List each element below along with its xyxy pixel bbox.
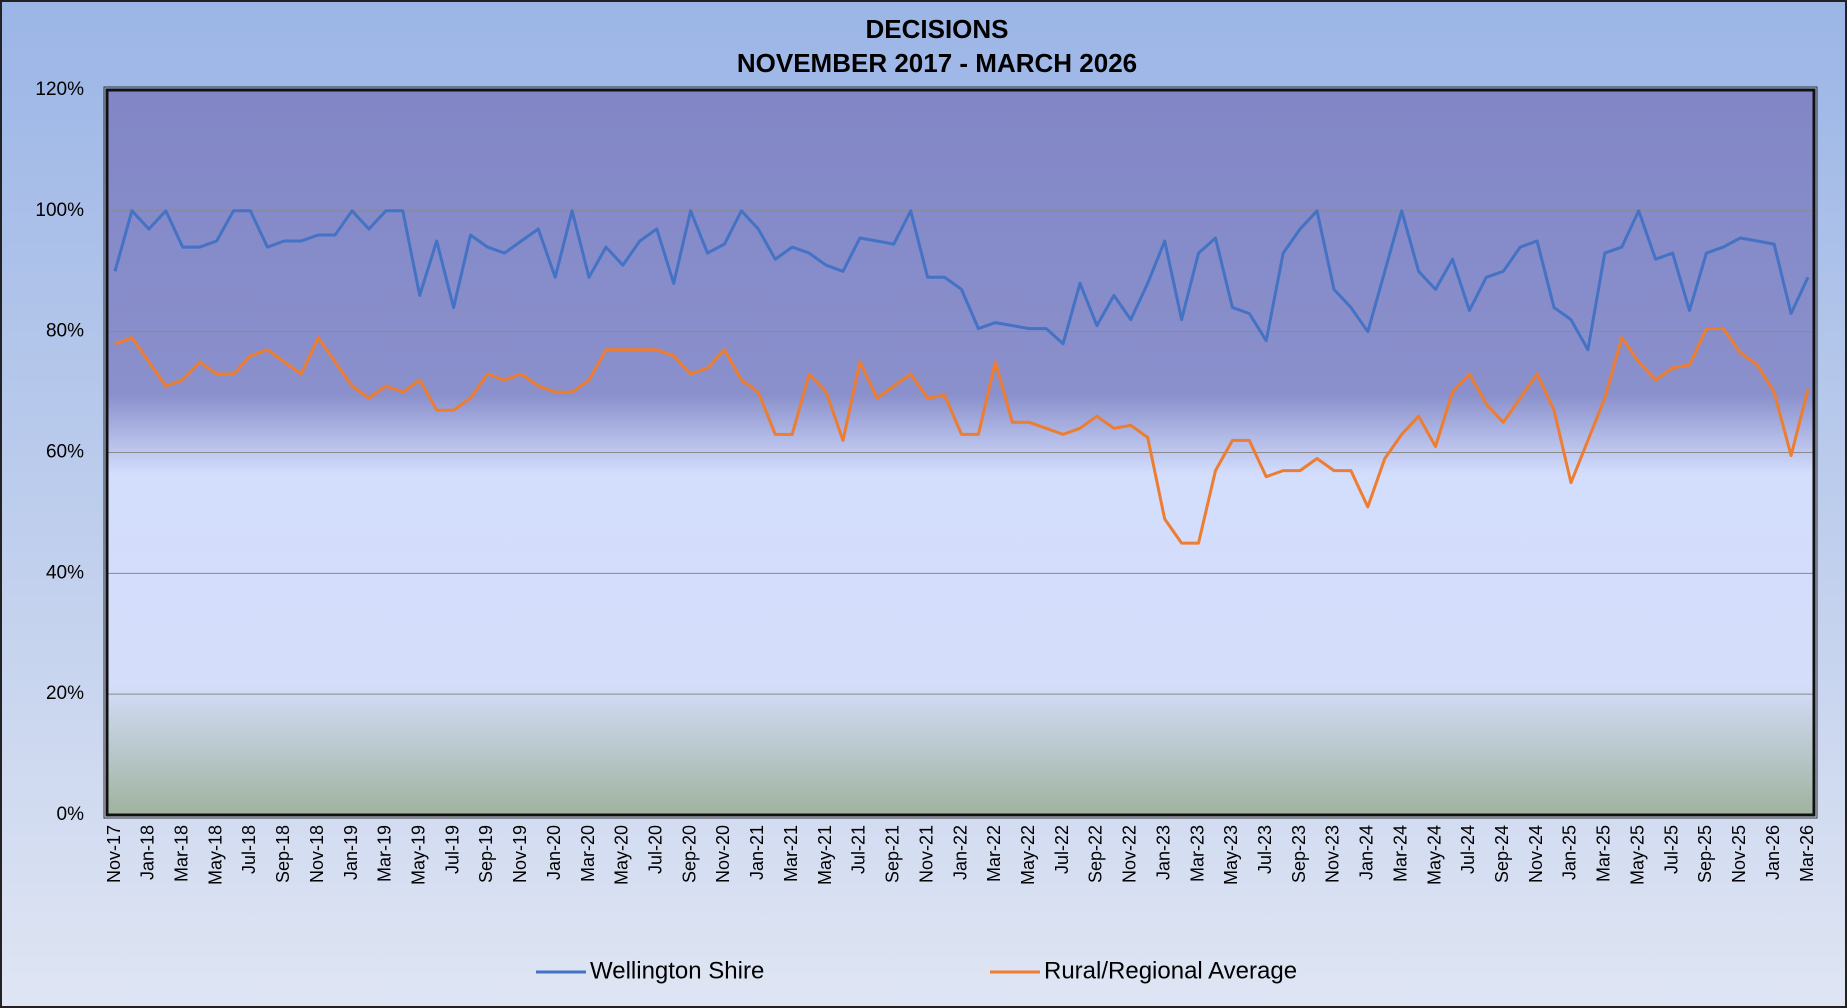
series-line: [113, 209, 1810, 352]
plot-border-outer: [103, 86, 1818, 819]
x-tick-label: Nov-22: [1120, 825, 1140, 883]
x-tick-label: Jan-25: [1560, 825, 1580, 880]
y-tick-label: 60%: [46, 442, 84, 463]
y-tick-label: 100%: [35, 200, 84, 221]
x-tick-label: Mar-25: [1594, 825, 1614, 882]
x-tick-label: Jan-21: [747, 825, 767, 880]
x-tick-label: Jul-24: [1458, 825, 1478, 874]
x-tick-label: May-23: [1221, 825, 1241, 885]
x-tick-label: Mar-23: [1187, 825, 1207, 882]
x-tick-label: Sep-21: [883, 825, 903, 883]
x-tick-label: Sep-19: [476, 825, 496, 883]
x-tick-label: Sep-24: [1492, 825, 1512, 883]
x-tick-label: Mar-26: [1797, 825, 1817, 882]
x-tick-label: Jul-20: [646, 825, 666, 874]
x-tick-label: May-25: [1627, 825, 1647, 885]
x-tick-label: Nov-18: [307, 825, 327, 883]
x-tick-label: Mar-19: [375, 825, 395, 882]
y-tick-label: 120%: [35, 79, 84, 100]
y-tick-label: 0%: [57, 804, 85, 825]
x-tick-label: Jan-24: [1357, 825, 1377, 880]
x-tick-label: May-18: [205, 825, 225, 885]
x-tick-label: Jan-18: [138, 825, 158, 880]
legend-label: Wellington Shire: [590, 957, 764, 984]
plot-border: [105, 88, 1816, 817]
x-tick-label: Jan-23: [1153, 825, 1173, 880]
series-line: [114, 327, 1810, 545]
x-tick-label: May-20: [612, 825, 632, 885]
x-tick-label: Sep-25: [1695, 825, 1715, 883]
x-tick-label: Mar-22: [984, 825, 1004, 882]
x-tick-label: Jul-23: [1255, 825, 1275, 874]
x-tick-label: Mar-24: [1390, 825, 1410, 882]
y-tick-label: 40%: [46, 562, 84, 583]
x-tick-label: Sep-18: [273, 825, 293, 883]
legend-label: Rural/Regional Average: [1044, 957, 1297, 984]
x-tick-label: Nov-23: [1323, 825, 1343, 883]
x-tick-label: Jan-26: [1763, 825, 1783, 880]
x-tick-label: Sep-23: [1289, 825, 1309, 883]
x-tick-label: Nov-17: [104, 825, 124, 883]
x-tick-label: Jan-20: [544, 825, 564, 880]
x-tick-label: May-22: [1018, 825, 1038, 885]
y-tick-label: 20%: [46, 683, 84, 704]
x-tick-label: May-24: [1424, 825, 1444, 885]
x-tick-label: May-19: [408, 825, 428, 885]
x-tick-label: Mar-21: [781, 825, 801, 882]
x-tick-label: Nov-20: [713, 825, 733, 883]
x-tick-label: Jul-19: [442, 825, 462, 874]
x-tick-label: Jul-21: [849, 825, 869, 874]
chart-title: DECISIONS: [865, 14, 1008, 44]
x-tick-label: Jan-22: [950, 825, 970, 880]
x-tick-label: Jul-18: [239, 825, 259, 874]
x-tick-label: Jul-22: [1052, 825, 1072, 874]
x-tick-label: Nov-19: [510, 825, 530, 883]
chart-subtitle: NOVEMBER 2017 - MARCH 2026: [737, 48, 1137, 78]
x-tick-label: Mar-20: [578, 825, 598, 882]
y-tick-label: 80%: [46, 321, 84, 342]
x-tick-label: May-21: [815, 825, 835, 885]
x-tick-label: Nov-21: [916, 825, 936, 883]
x-tick-label: Mar-18: [171, 825, 191, 882]
x-tick-label: Sep-20: [679, 825, 699, 883]
x-tick-label: Nov-24: [1526, 825, 1546, 883]
x-tick-label: Sep-22: [1086, 825, 1106, 883]
x-tick-label: Nov-25: [1729, 825, 1749, 883]
x-tick-label: Jul-25: [1661, 825, 1681, 874]
x-tick-label: Jan-19: [341, 825, 361, 880]
